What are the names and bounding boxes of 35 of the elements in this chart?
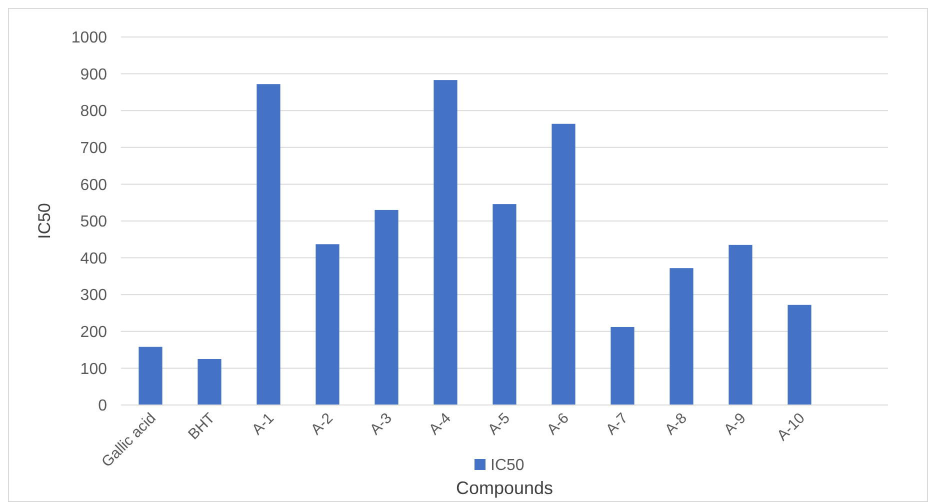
- x-tick-label: A-8: [662, 410, 690, 438]
- bar: [434, 80, 458, 405]
- x-tick-label: A-4: [426, 410, 454, 438]
- y-tick-label: 700: [80, 140, 108, 157]
- bar: [610, 326, 634, 405]
- bar: [138, 346, 162, 405]
- y-tick-label: 500: [80, 214, 108, 231]
- x-tick-label: A-7: [602, 410, 632, 438]
- x-tick-label: A-5: [484, 410, 514, 438]
- y-tick-label: 400: [80, 250, 108, 268]
- bar: [670, 268, 694, 405]
- bar: [788, 304, 812, 405]
- x-tick-label: A-1: [248, 410, 278, 438]
- y-tick-label: 900: [80, 66, 108, 84]
- y-tick-label: 800: [80, 103, 108, 120]
- x-tick-label: A-2: [308, 410, 336, 438]
- bar: [728, 244, 752, 405]
- y-tick-label: 100: [80, 360, 108, 378]
- x-axis-title: Compounds: [456, 478, 554, 498]
- y-tick-label: 1000: [71, 30, 108, 47]
- bar: [198, 359, 222, 405]
- y-tick-label: 200: [80, 324, 108, 341]
- x-tick-label: A-6: [544, 410, 572, 438]
- x-tick-label: A-9: [720, 410, 750, 438]
- legend-label: IC50: [490, 457, 524, 474]
- bar: [492, 204, 516, 405]
- y-tick-label: 600: [80, 176, 108, 194]
- bar: [552, 124, 576, 405]
- bar: [256, 84, 280, 405]
- bar: [374, 210, 398, 405]
- y-tick-label: 300: [80, 287, 108, 304]
- bar: [316, 244, 340, 405]
- x-tick-label: A-3: [366, 410, 396, 438]
- y-tick-label: 0: [98, 398, 108, 415]
- y-axis-title: IC50: [35, 203, 54, 239]
